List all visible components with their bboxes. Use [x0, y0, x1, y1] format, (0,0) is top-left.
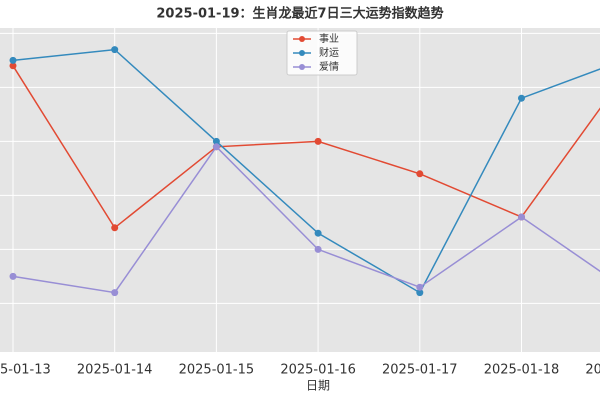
legend-label: 爱情: [319, 60, 339, 73]
point: [111, 289, 119, 297]
point: [9, 272, 17, 280]
point: [111, 46, 119, 54]
grid: [0, 28, 600, 352]
legend-label: 财运: [319, 46, 339, 59]
point: [111, 224, 119, 232]
legend-box: [286, 30, 358, 76]
point: [314, 137, 322, 145]
point: [416, 289, 424, 297]
legend-label: 事业: [319, 32, 339, 45]
x-tick-label: 2025-01-17: [382, 363, 458, 378]
x-tick-label: 2025-01-14: [77, 363, 153, 378]
x-tick-label: 2025-01-13: [0, 363, 51, 378]
x-tick-label: 2025-01-15: [179, 363, 255, 378]
point: [416, 170, 424, 178]
legend-marker: [299, 50, 305, 56]
x-axis-label: 日期: [306, 379, 330, 393]
point: [212, 143, 220, 151]
point: [9, 62, 17, 70]
point: [9, 56, 17, 64]
point: [518, 213, 525, 221]
x-tick-label: 2025-01-19: [585, 363, 600, 378]
plot-area: [0, 28, 600, 352]
point: [518, 94, 525, 102]
x-tick-label: 2025-01-16: [280, 363, 356, 378]
x-tick-label: 2025-01-18: [484, 363, 560, 378]
point: [212, 137, 220, 145]
point: [416, 283, 424, 291]
marks: [9, 46, 600, 297]
point: [314, 229, 322, 237]
legend-marker: [299, 64, 305, 70]
point: [314, 245, 322, 253]
legend-marker: [299, 36, 305, 42]
chart-title: 2025-01-19：生肖龙最近7日三大运势指数趋势: [156, 6, 443, 22]
